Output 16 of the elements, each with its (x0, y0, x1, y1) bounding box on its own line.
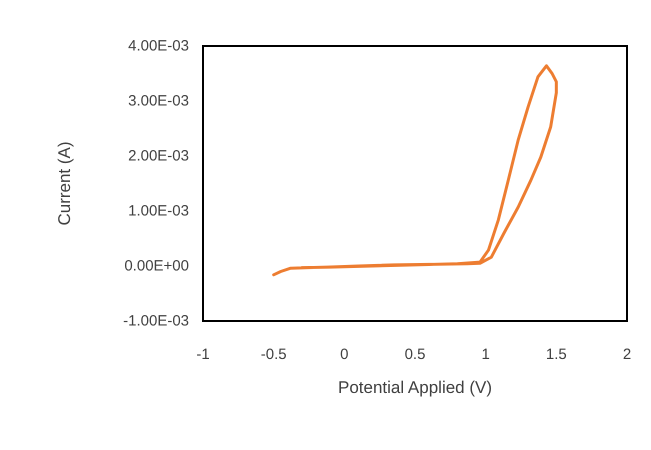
y-tick-label: 4.00E-03 (128, 38, 189, 54)
x-tick-label: 0.5 (404, 346, 426, 363)
x-tick-label: -1 (196, 346, 210, 363)
y-tick-label: 0.00E+00 (124, 258, 189, 274)
x-tick-label: 1.5 (546, 346, 567, 363)
y-tick-label: 2.00E-03 (128, 148, 189, 164)
x-axis-title: Potential Applied (V) (338, 378, 492, 397)
y-tick-label: 3.00E-03 (128, 92, 189, 110)
x-tick-label: 1 (481, 346, 490, 363)
x-tick-label: 2 (622, 346, 632, 363)
y-axis-title: Current (A) (55, 141, 74, 226)
x-tick-label: 0 (340, 346, 349, 363)
y-tick-label: 1.00E-03 (128, 202, 189, 220)
line-series (272, 64, 558, 276)
y-tick-label: -1.00E-03 (123, 312, 189, 330)
x-tick-label: -0.5 (260, 346, 287, 363)
